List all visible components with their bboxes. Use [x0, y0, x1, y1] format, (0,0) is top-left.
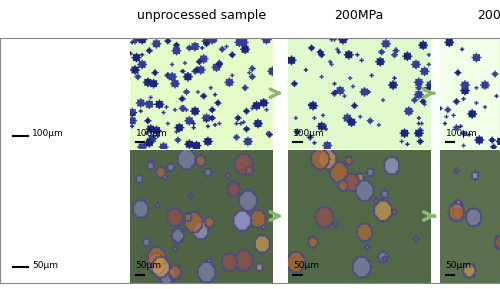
Text: 100μm: 100μm [446, 129, 478, 138]
Text: 100μm: 100μm [293, 129, 325, 138]
Text: 50μm: 50μm [136, 261, 162, 270]
Text: 100μm: 100μm [32, 129, 64, 138]
Text: unprocessed sample: unprocessed sample [136, 9, 266, 22]
Text: 50μm: 50μm [32, 261, 58, 270]
Text: 200MPa: 200MPa [334, 9, 384, 22]
Text: 100μm: 100μm [136, 129, 168, 138]
Text: 50μm: 50μm [293, 261, 319, 270]
Text: 200MPa×3: 200MPa×3 [478, 9, 500, 22]
Text: 50μm: 50μm [446, 261, 471, 270]
